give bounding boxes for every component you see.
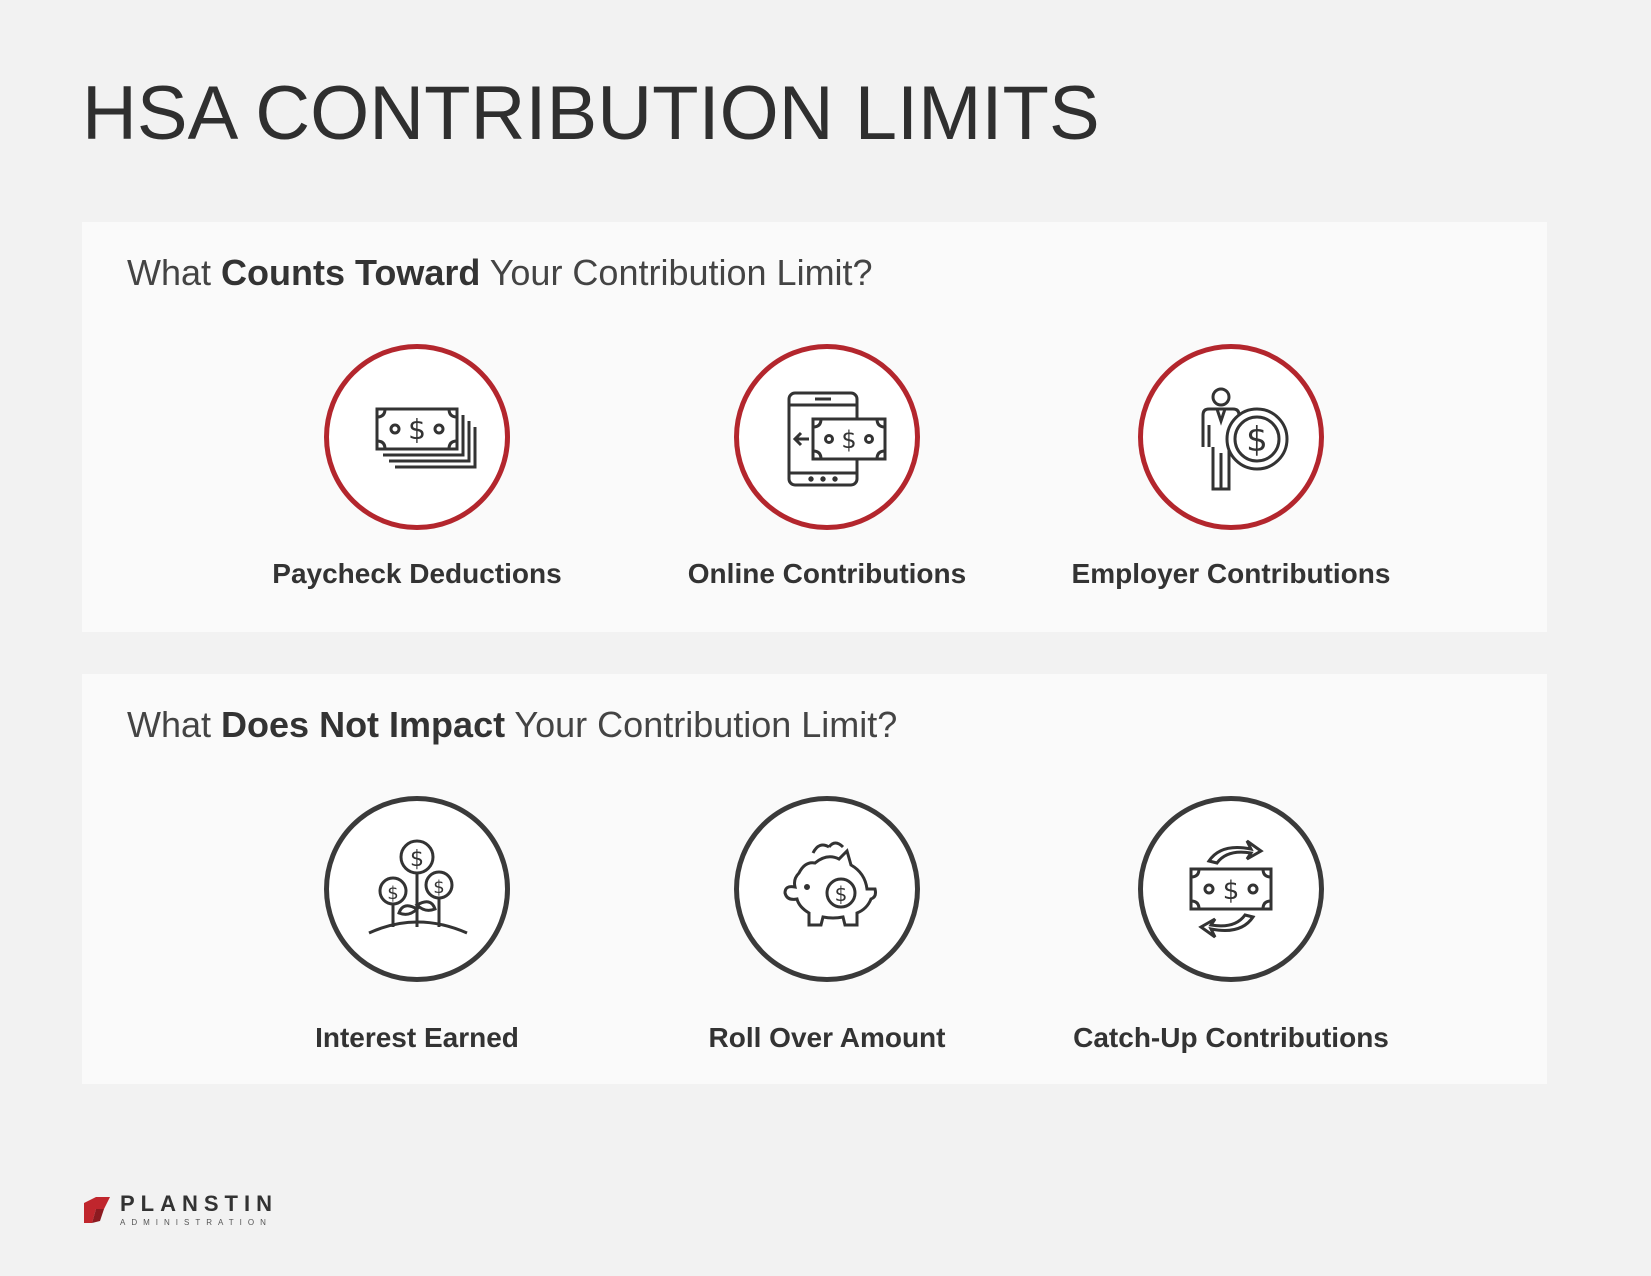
page-title: HSA CONTRIBUTION LIMITS <box>82 71 1100 156</box>
item-interest-earned: $ $ $ Interest Earned <box>257 796 577 1054</box>
planstin-logo: PLANSTIN ADMINISTRATION <box>82 1193 278 1227</box>
counts-toward-panel: What Counts Toward Your Contribution Lim… <box>82 222 1547 632</box>
item-label: Employer Contributions <box>1071 558 1391 589</box>
money-tree-icon: $ $ $ <box>368 839 468 935</box>
item-label: Interest Earned <box>315 1022 519 1053</box>
item-label: Roll Over Amount <box>708 1022 946 1053</box>
icon-circle: $ <box>734 796 920 982</box>
logo-subtitle: ADMINISTRATION <box>120 1218 272 1227</box>
svg-text:$: $ <box>408 413 426 446</box>
item-label: Online Contributions <box>687 558 967 589</box>
person-coin-icon: $ <box>1201 387 1289 491</box>
planstin-logo-icon <box>84 1197 110 1223</box>
item-label: Catch-Up Contributions <box>1073 1022 1389 1053</box>
phone-money-transfer-icon: $ <box>787 391 887 487</box>
cash-cycle-icon: $ <box>1189 839 1273 939</box>
svg-text:$: $ <box>410 847 424 872</box>
icon-circle: $ <box>324 344 510 530</box>
logo-name: PLANSTIN <box>120 1191 278 1216</box>
item-roll-over-amount: $ Roll Over Amount <box>667 796 987 1054</box>
cash-stack-icon: $ <box>375 407 477 469</box>
svg-text:$: $ <box>1246 420 1268 460</box>
icon-circle: $ $ $ <box>324 796 510 982</box>
item-employer-contributions: $ Employer Contributions <box>1071 344 1391 590</box>
item-paycheck-deductions: $ Paycheck Deductions <box>257 344 577 590</box>
does-not-impact-panel: What Does Not Impact Your Contribution L… <box>82 674 1547 1084</box>
piggy-bank-icon: $ <box>783 841 877 927</box>
item-catch-up-contributions: $ Catch-Up Contributions <box>1071 796 1391 1054</box>
counts-toward-heading: What Counts Toward Your Contribution Lim… <box>127 252 873 293</box>
svg-text:$: $ <box>835 882 848 906</box>
icon-circle: $ <box>1138 344 1324 530</box>
svg-text:$: $ <box>433 877 444 898</box>
svg-text:$: $ <box>1223 876 1240 906</box>
svg-text:$: $ <box>841 426 856 454</box>
item-label: Paycheck Deductions <box>272 558 562 589</box>
svg-text:$: $ <box>387 883 398 904</box>
item-online-contributions: $ Online Contributions <box>667 344 987 590</box>
icon-circle: $ <box>734 344 920 530</box>
does-not-impact-heading: What Does Not Impact Your Contribution L… <box>127 704 898 745</box>
icon-circle: $ <box>1138 796 1324 982</box>
